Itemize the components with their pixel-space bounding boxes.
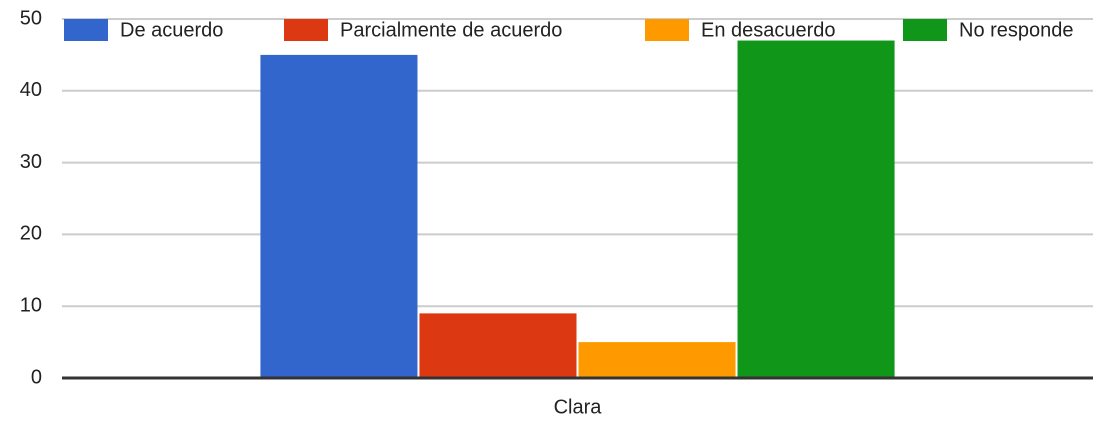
legend-swatch — [645, 19, 689, 41]
y-tick-label: 30 — [20, 151, 42, 173]
y-tick-label: 50 — [20, 7, 42, 29]
legend-label: No responde — [959, 19, 1074, 41]
bar — [737, 40, 895, 378]
legend-swatch — [284, 19, 328, 41]
y-tick-label: 10 — [20, 294, 42, 316]
x-tick-label: Clara — [554, 396, 603, 418]
legend-label: De acuerdo — [120, 19, 223, 41]
legend-label: En desacuerdo — [701, 19, 836, 41]
y-tick-label: 40 — [20, 79, 42, 101]
legend-swatch — [64, 19, 108, 41]
bar — [419, 313, 577, 378]
bar — [260, 54, 418, 379]
legend-swatch — [903, 19, 947, 41]
y-tick-label: 20 — [20, 223, 42, 245]
y-tick-label: 0 — [31, 366, 42, 388]
bar — [578, 342, 736, 378]
legend-label: Parcialmente de acuerdo — [340, 19, 562, 41]
